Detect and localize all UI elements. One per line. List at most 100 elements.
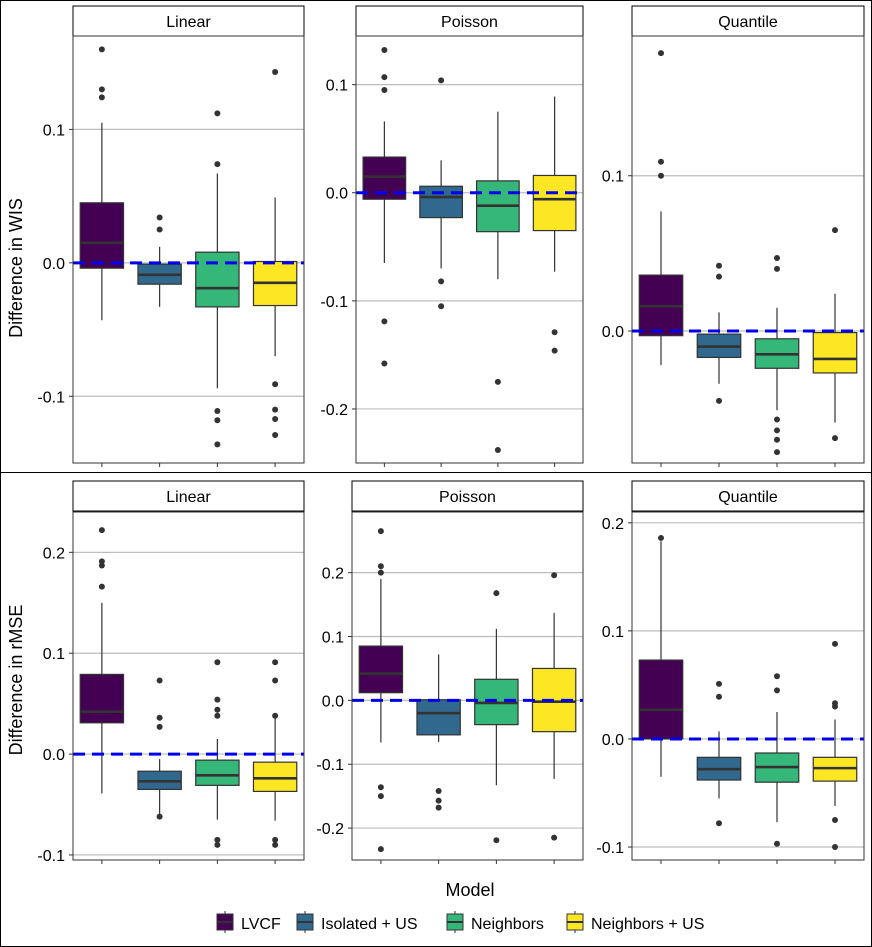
box-iqr xyxy=(358,645,404,694)
box-isolated-us xyxy=(137,677,182,820)
outlier-point xyxy=(494,378,501,385)
panel-border xyxy=(72,35,305,464)
outlier-point xyxy=(774,449,780,456)
panel-border xyxy=(631,511,865,861)
outlier-point xyxy=(774,255,780,262)
y-tick-label: 0.0 xyxy=(322,693,344,710)
y-tick-label: 0.1 xyxy=(602,169,624,186)
box-iqr xyxy=(79,202,125,269)
outlier-point xyxy=(272,406,279,413)
outlier-point xyxy=(214,417,221,424)
outlier-point xyxy=(272,431,279,438)
legend-label: LVCF xyxy=(241,916,281,933)
outlier-point xyxy=(98,527,105,534)
outlier-point xyxy=(377,846,384,853)
outlier-point xyxy=(156,723,163,730)
box-iqr xyxy=(416,699,461,736)
outlier-point xyxy=(156,226,163,233)
outlier-point xyxy=(156,214,163,221)
panel-3: Quantile 0.0 0.1 xyxy=(602,5,865,467)
outlier-point xyxy=(551,329,558,336)
legend: LVCF Isolated + US Neighbors Neighbors + US xyxy=(216,911,704,933)
facet-strip xyxy=(72,480,305,512)
box-neighbors-us xyxy=(532,96,577,354)
outlier-point xyxy=(377,569,384,576)
panel-border xyxy=(631,35,865,464)
outlier-point xyxy=(156,813,163,820)
outlier-point xyxy=(98,94,105,101)
outlier-point xyxy=(438,303,445,310)
y-tick-label: -0.1 xyxy=(320,294,348,311)
outlier-point xyxy=(272,841,279,848)
box-iqr xyxy=(195,251,240,308)
facet-strip xyxy=(351,480,584,512)
outlier-point xyxy=(377,563,384,570)
panel-border xyxy=(351,511,584,861)
outlier-point xyxy=(214,836,221,843)
outlier-point xyxy=(214,161,221,168)
facet-title: Quantile xyxy=(718,14,778,31)
outlier-point xyxy=(381,318,388,325)
box-isolated-us xyxy=(696,680,742,827)
outlier-point xyxy=(98,86,105,93)
panels-layer: Linear-0.10.00.1Poisson-0.2-0.10.00.1Qua… xyxy=(37,5,865,865)
outlier-point xyxy=(98,562,105,569)
outlier-point xyxy=(716,693,722,700)
outlier-point xyxy=(774,265,780,272)
outlier-point xyxy=(774,673,780,680)
y-tick-label: 0.0 xyxy=(602,324,624,341)
y-tick-label: -0.2 xyxy=(316,821,344,838)
facet-title: Poisson xyxy=(441,14,498,31)
box-lvcf xyxy=(79,527,125,794)
outlier-point xyxy=(435,797,442,804)
box-iqr xyxy=(79,673,125,724)
facet-strip xyxy=(631,480,865,512)
outlier-point xyxy=(493,590,500,597)
outlier-point xyxy=(774,687,780,694)
box-lvcf xyxy=(358,528,404,853)
box-neighbors xyxy=(475,111,520,454)
outlier-point xyxy=(214,696,221,703)
outlier-point xyxy=(272,415,279,422)
box-neighbors-us xyxy=(252,659,298,848)
legend-label: Neighbors xyxy=(471,916,544,933)
panel-background xyxy=(632,36,864,463)
outlier-point xyxy=(381,74,388,81)
outlier-point xyxy=(658,534,664,541)
legend-item-isolated-us: Isolated + US xyxy=(296,911,418,933)
box-neighbors-us xyxy=(812,640,858,851)
outlier-point xyxy=(658,172,664,179)
outlier-point xyxy=(98,46,105,53)
box-lvcf xyxy=(638,534,684,777)
y-tick-label: 0.1 xyxy=(43,122,65,139)
box-iqr xyxy=(812,331,858,374)
outlier-point xyxy=(716,262,722,269)
y-tick-label: 0.1 xyxy=(602,624,624,641)
panel-border xyxy=(72,511,305,861)
outlier-point xyxy=(381,87,388,94)
legend-title: Model xyxy=(445,880,494,900)
y-tick-label: 0.2 xyxy=(602,516,624,533)
panel-background xyxy=(356,36,583,463)
legend-item-neighbors: Neighbors xyxy=(446,911,544,933)
outlier-point xyxy=(272,836,279,843)
panel-border xyxy=(355,35,584,464)
legend-item-lvcf: LVCF xyxy=(216,911,281,933)
outlier-point xyxy=(272,659,279,666)
outlier-point xyxy=(377,528,384,535)
ylabel-rmse: Difference in rMSE xyxy=(6,605,26,756)
y-tick-label: -0.1 xyxy=(37,389,65,406)
y-tick-label: 0.1 xyxy=(326,78,348,95)
outlier-point xyxy=(98,583,105,590)
y-tick-label: -0.1 xyxy=(316,757,344,774)
outlier-point xyxy=(214,841,221,848)
facet-title: Linear xyxy=(166,14,211,31)
outlier-point xyxy=(832,640,838,647)
panel-5: Poisson -0.2 -0.1 0.0 0.1 0.2 xyxy=(316,480,584,864)
outlier-point xyxy=(156,714,163,721)
panel-2: Poisson -0.2 -0.1 0.0 0.1 xyxy=(320,5,584,467)
outlier-point xyxy=(716,680,722,687)
outlier-point xyxy=(832,435,838,442)
box-neighbors-us xyxy=(812,227,858,442)
outlier-point xyxy=(832,703,838,710)
